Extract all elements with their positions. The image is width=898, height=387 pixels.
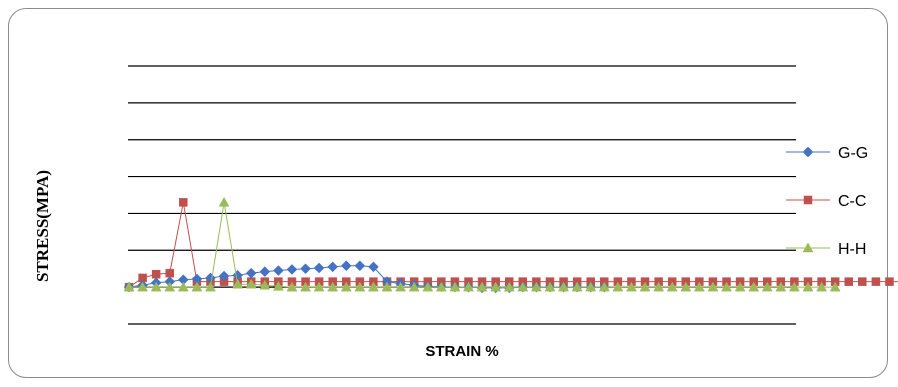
data-point-h-h: [327, 281, 339, 292]
data-point-h-h: [517, 281, 529, 292]
x-axis-title: STRAIN %: [425, 343, 498, 360]
data-point-g-g: [368, 261, 379, 273]
data-point-c-c: [151, 269, 161, 279]
data-point-c-c: [871, 277, 881, 286]
data-point-h-h: [300, 281, 311, 292]
data-point-h-h: [435, 281, 447, 292]
data-point-h-h: [598, 281, 610, 292]
legend-label-h-h: H-H: [838, 241, 866, 258]
data-point-h-h: [707, 281, 719, 292]
data-point-h-h: [761, 281, 773, 292]
legend-marker-c-c: [803, 195, 813, 205]
data-point-h-h: [354, 281, 366, 292]
data-point-c-c: [885, 277, 894, 286]
data-point-h-h: [476, 281, 488, 292]
data-point-h-h: [381, 281, 393, 292]
data-point-g-g: [340, 260, 352, 272]
data-point-h-h: [232, 278, 244, 289]
series-line-c-c: [128, 202, 898, 288]
legend-label-g-g: G-G: [838, 145, 868, 162]
data-point-h-h: [544, 281, 556, 292]
data-point-g-g: [327, 261, 339, 273]
legend-marker-h-h: [802, 242, 814, 253]
data-point-g-g: [354, 260, 366, 272]
data-point-h-h: [313, 281, 325, 292]
data-point-c-c: [179, 198, 188, 207]
data-point-h-h: [137, 281, 149, 292]
data-point-h-h: [693, 281, 705, 292]
data-point-h-h: [571, 281, 583, 292]
series-h-h: [123, 196, 841, 292]
data-point-h-h: [829, 281, 841, 292]
data-point-h-h: [816, 281, 828, 292]
data-point-h-h: [449, 281, 461, 292]
data-point-g-g: [259, 266, 271, 278]
data-point-g-g: [273, 265, 284, 276]
data-point-h-h: [205, 281, 216, 292]
data-point-g-g: [245, 267, 257, 279]
data-point-h-h: [788, 281, 800, 292]
data-point-h-h: [177, 281, 189, 292]
data-point-h-h: [272, 280, 284, 291]
data-point-h-h: [164, 281, 176, 292]
data-point-h-h: [585, 281, 597, 292]
data-point-h-h: [666, 281, 678, 292]
data-point-h-h: [150, 281, 162, 292]
data-point-h-h: [775, 281, 787, 292]
legend: G-G C-C H-H: [786, 145, 868, 258]
data-point-g-g: [286, 264, 298, 275]
data-point-h-h: [259, 279, 271, 290]
data-point-h-h: [408, 281, 420, 292]
y-axis-title: STRESS(MPA): [33, 170, 52, 282]
data-point-h-h: [123, 281, 135, 292]
legend-label-c-c: C-C: [838, 193, 866, 210]
data-point-g-g: [300, 263, 311, 275]
data-point-h-h: [286, 281, 298, 292]
data-point-h-h: [218, 196, 230, 207]
chart-frame: [8, 8, 888, 378]
data-point-h-h: [748, 281, 760, 292]
data-point-g-g: [313, 262, 325, 274]
data-point-h-h: [503, 281, 515, 292]
data-point-h-h: [490, 281, 502, 292]
data-point-h-h: [191, 281, 203, 292]
data-point-h-h: [721, 281, 732, 292]
data-point-h-h: [653, 281, 665, 292]
data-point-h-h: [626, 281, 637, 292]
data-point-h-h: [245, 278, 257, 289]
series-layer: [123, 196, 898, 294]
data-point-c-c: [858, 277, 867, 286]
data-point-h-h: [368, 281, 379, 292]
data-point-c-c: [844, 277, 853, 286]
data-point-h-h: [680, 281, 692, 292]
legend-marker-g-g: [802, 146, 814, 158]
data-point-h-h: [558, 281, 569, 292]
data-point-h-h: [802, 281, 814, 292]
data-point-h-h: [612, 281, 624, 292]
data-point-h-h: [395, 281, 407, 292]
data-point-h-h: [530, 281, 542, 292]
data-point-h-h: [639, 281, 651, 292]
data-point-h-h: [340, 281, 352, 292]
data-point-h-h: [734, 281, 746, 292]
data-point-c-c: [165, 268, 174, 278]
series-c-c: [124, 198, 898, 292]
data-point-h-h: [463, 281, 474, 292]
data-point-g-g: [218, 270, 230, 282]
data-point-h-h: [422, 281, 434, 292]
